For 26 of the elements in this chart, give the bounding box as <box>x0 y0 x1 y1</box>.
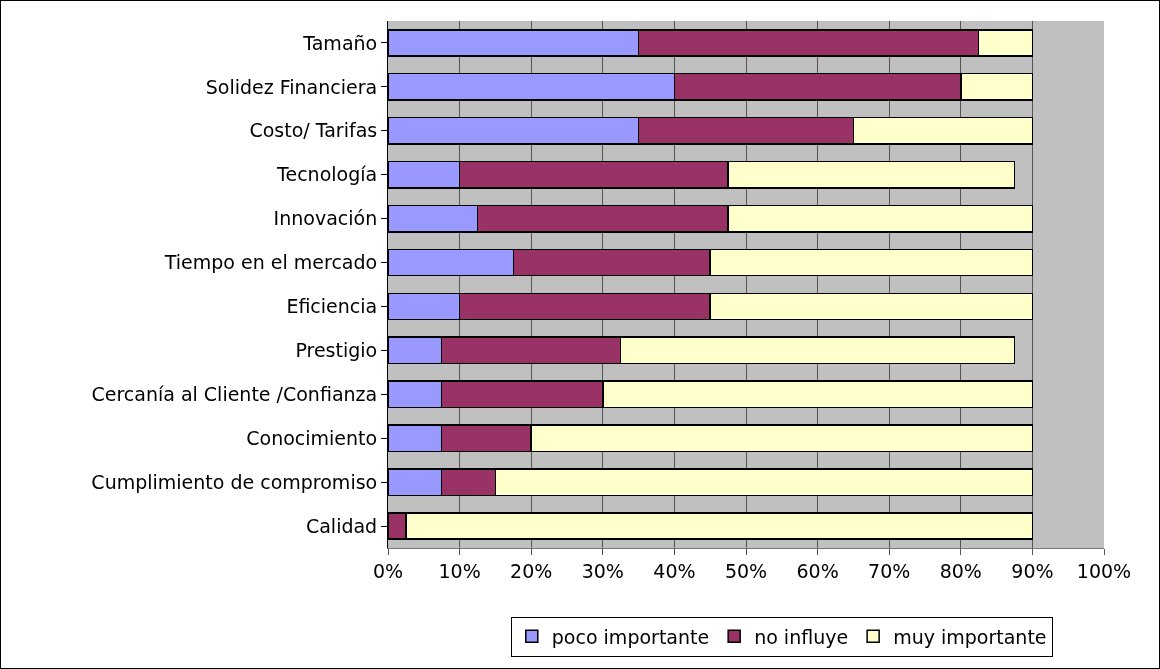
y-tick-label: Cumplimiento de compromiso <box>91 470 378 493</box>
x-tick-label: 40% <box>653 559 696 582</box>
legend-label: poco importante <box>551 625 710 648</box>
x-tick-label: 20% <box>510 559 553 582</box>
x-tick-label: 30% <box>581 559 624 582</box>
legend-label: no influye <box>754 625 849 648</box>
y-tick-label: Tamaño <box>302 31 378 54</box>
legend-label: muy importante <box>893 625 1047 648</box>
y-tick-label: Prestigio <box>295 339 378 362</box>
x-tick-label: 100% <box>1076 559 1132 582</box>
y-tick-label: Solidez Financiera <box>205 75 378 98</box>
y-tick-label: Tiempo en el mercado <box>163 251 378 274</box>
x-tick-label: 50% <box>724 559 768 582</box>
x-tick-label: 60% <box>796 559 839 582</box>
y-tick-label: Costo/ Tarifas <box>249 119 378 142</box>
x-tick-label: 70% <box>868 559 911 582</box>
y-tick-label: Eficiencia <box>286 295 378 318</box>
y-tick-label: Calidad <box>305 514 378 537</box>
y-tick-label: Innovación <box>273 207 378 230</box>
x-tick-label: 10% <box>438 559 481 582</box>
y-tick-label: Cercanía al Cliente /Confianza <box>91 382 378 405</box>
x-tick-label: 90% <box>1011 559 1054 582</box>
x-tick-label: 0% <box>372 559 404 582</box>
y-tick-label: Tecnología <box>276 163 378 186</box>
x-tick-label: 80% <box>939 559 982 582</box>
y-tick-label: Conocimiento <box>246 426 378 449</box>
